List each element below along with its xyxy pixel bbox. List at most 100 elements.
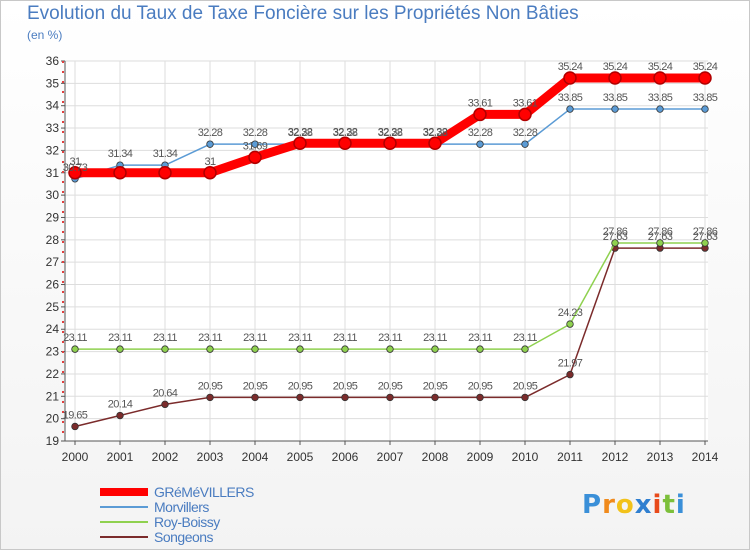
data-label-morvillers: 32.28 bbox=[468, 127, 493, 139]
data-label-gr-m-villers: 31 bbox=[69, 156, 81, 168]
point-roy-boissy bbox=[161, 345, 169, 353]
point-morvillers bbox=[611, 105, 619, 113]
data-label-songeons: 21.97 bbox=[558, 358, 583, 370]
logo-letter: i bbox=[675, 490, 686, 520]
data-label-roy-boissy: 23.11 bbox=[288, 332, 312, 344]
data-label-roy-boissy: 27.86 bbox=[648, 226, 673, 238]
y-tick-label: 27 bbox=[46, 255, 60, 269]
point-songeons bbox=[71, 422, 79, 431]
x-tick-label: 2003 bbox=[197, 450, 224, 464]
point-roy-boissy bbox=[476, 345, 484, 353]
point-morvillers bbox=[206, 140, 214, 148]
y-tick-label: 28 bbox=[46, 233, 60, 247]
y-tick-label: 34 bbox=[46, 99, 60, 113]
x-tick-label: 2012 bbox=[602, 450, 629, 464]
point-songeons bbox=[296, 393, 304, 402]
point-roy-boissy bbox=[566, 320, 574, 328]
logo-letter: P bbox=[582, 490, 603, 520]
data-label-roy-boissy: 23.11 bbox=[153, 332, 177, 344]
point-songeons bbox=[476, 393, 484, 402]
y-tick-label: 20 bbox=[46, 412, 60, 426]
data-label-songeons: 20.95 bbox=[423, 380, 448, 392]
point-roy-boissy bbox=[71, 345, 79, 353]
data-label-gr-m-villers: 35.24 bbox=[693, 61, 718, 73]
point-songeons bbox=[341, 393, 349, 402]
data-label-roy-boissy: 23.11 bbox=[513, 332, 537, 344]
data-label-roy-boissy: 23.11 bbox=[468, 332, 492, 344]
data-label-songeons: 20.95 bbox=[378, 380, 403, 392]
data-label-morvillers: 32.28 bbox=[378, 127, 403, 139]
point-gr-m-villers bbox=[608, 71, 622, 85]
data-label-roy-boissy: 24.23 bbox=[558, 307, 583, 319]
point-gr-m-villers bbox=[383, 136, 397, 151]
data-label-gr-m-villers: 32.32 bbox=[423, 126, 448, 138]
y-tick-label: 31 bbox=[46, 166, 60, 180]
data-label-songeons: 20.95 bbox=[198, 380, 223, 392]
data-label-gr-m-villers: 32.32 bbox=[288, 126, 313, 138]
point-morvillers bbox=[521, 140, 529, 148]
point-gr-m-villers bbox=[293, 136, 307, 151]
legend-label-songeons: Songeons bbox=[154, 529, 214, 545]
data-label-roy-boissy: 23.11 bbox=[378, 332, 402, 344]
plot-area bbox=[65, 61, 708, 441]
data-label-songeons: 20.95 bbox=[513, 380, 538, 392]
legend-item-roy-boissy[interactable]: Roy-Boissy bbox=[100, 514, 360, 530]
legend-label-gremevillers: GRéMéVILLERS bbox=[154, 484, 254, 500]
legend-item-gremevillers[interactable]: GRéMéVILLERS bbox=[100, 484, 360, 500]
logo-letter: o bbox=[615, 490, 635, 520]
data-label-songeons: 19.65 bbox=[63, 409, 88, 421]
point-songeons bbox=[521, 393, 529, 402]
data-label-gr-m-villers: 35.24 bbox=[648, 61, 673, 73]
x-tick-label: 2004 bbox=[242, 450, 269, 464]
point-songeons bbox=[431, 393, 439, 402]
data-label-songeons: 20.64 bbox=[153, 387, 178, 399]
y-tick-label: 29 bbox=[46, 210, 60, 224]
data-label-songeons: 27.63 bbox=[603, 231, 628, 243]
point-gr-m-villers bbox=[158, 166, 172, 180]
data-label-roy-boissy: 27.86 bbox=[603, 226, 628, 238]
data-label-morvillers: 31.34 bbox=[153, 148, 178, 160]
x-tick-label: 2013 bbox=[647, 450, 674, 464]
point-gr-m-villers bbox=[248, 150, 262, 165]
point-songeons bbox=[116, 411, 124, 420]
logo-letter: t bbox=[662, 490, 676, 520]
legend-item-morvillers[interactable]: Morvillers bbox=[100, 499, 360, 515]
y-tick-label: 22 bbox=[46, 367, 60, 381]
logo-letter: i bbox=[652, 490, 663, 520]
axes: 19 20 21 22 23 24 25 26 27 28 29 30 31 32 33 34 35 36 2000… bbox=[46, 54, 719, 464]
point-gr-m-villers bbox=[338, 136, 352, 151]
legend-item-songeons[interactable]: Songeons bbox=[100, 529, 360, 545]
point-morvillers bbox=[476, 140, 484, 148]
y-tick-label: 33 bbox=[46, 121, 60, 135]
logo-letter: r bbox=[602, 490, 616, 520]
point-gr-m-villers bbox=[473, 107, 487, 122]
x-tick-label: 2014 bbox=[692, 450, 719, 464]
point-gr-m-villers bbox=[698, 71, 712, 85]
series bbox=[68, 71, 712, 431]
point-morvillers bbox=[701, 105, 709, 113]
point-morvillers bbox=[566, 105, 574, 113]
data-label-songeons: 27.63 bbox=[693, 231, 718, 243]
legend-label-morvillers: Morvillers bbox=[154, 499, 209, 515]
data-label-roy-boissy: 27.86 bbox=[693, 226, 718, 238]
data-label-morvillers: 33.85 bbox=[693, 92, 718, 104]
point-roy-boissy bbox=[701, 239, 709, 247]
proxiti-logo: Proxiti bbox=[582, 490, 686, 520]
point-roy-boissy bbox=[341, 345, 349, 353]
data-label-roy-boissy: 23.11 bbox=[198, 332, 222, 344]
data-label-gr-m-villers: 35.24 bbox=[558, 61, 583, 73]
point-morvillers bbox=[251, 140, 259, 148]
data-labels: 31 31 31.69 32.32 32.32 32.32 32.32 33.61 33.61 3… bbox=[63, 61, 719, 421]
point-roy-boissy bbox=[296, 345, 304, 353]
data-label-morvillers: 32.28 bbox=[333, 127, 358, 139]
y-tick-label: 30 bbox=[46, 188, 60, 202]
data-label-gr-m-villers: 33.61 bbox=[513, 97, 538, 109]
point-roy-boissy bbox=[431, 345, 439, 353]
legend-swatch-roy-boissy bbox=[100, 521, 148, 523]
data-label-songeons: 20.95 bbox=[288, 380, 313, 392]
point-roy-boissy bbox=[521, 345, 529, 353]
point-gr-m-villers bbox=[203, 166, 217, 180]
data-label-songeons: 27.63 bbox=[648, 231, 673, 243]
data-label-roy-boissy: 23.11 bbox=[423, 332, 447, 344]
